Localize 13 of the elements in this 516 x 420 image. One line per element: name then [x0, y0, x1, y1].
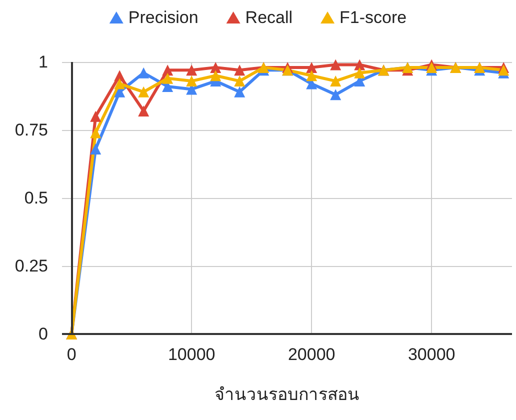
- legend-label: Precision: [128, 8, 198, 27]
- x-tick-label: 0: [66, 345, 76, 364]
- y-tick-label: 0.25: [14, 256, 48, 276]
- legend-label: Recall: [245, 8, 293, 27]
- x-axis-title: จำนวนรอบการสอน: [214, 385, 360, 404]
- x-tick-label: 30000: [408, 345, 456, 364]
- x-tick-label: 10000: [168, 345, 216, 364]
- legend-label: F1-score: [340, 8, 407, 27]
- y-tick-label: 0.75: [14, 120, 48, 140]
- x-tick-label: 20000: [288, 345, 336, 364]
- y-tick-label: 0.5: [24, 188, 48, 208]
- y-tick-label: 0: [38, 324, 48, 344]
- y-tick-label: 1: [38, 52, 48, 72]
